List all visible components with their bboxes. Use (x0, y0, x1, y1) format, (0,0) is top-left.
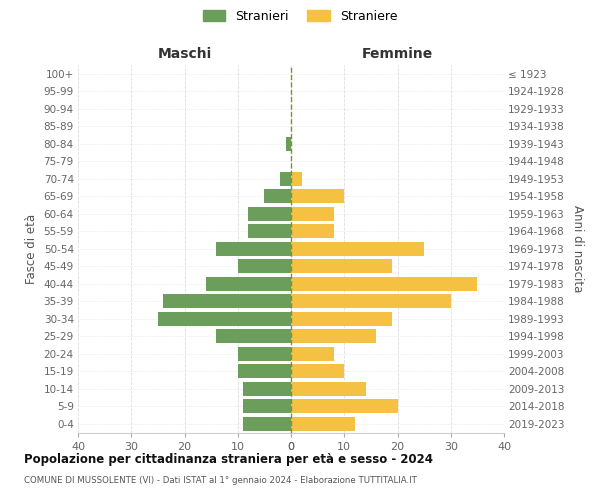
Bar (163, 294, 291, 308)
Y-axis label: Fasce di età: Fasce di età (25, 214, 38, 284)
Bar (243, 400, 291, 413)
Bar (238, 260, 291, 273)
Bar (291, 224, 334, 238)
Bar (291, 330, 376, 343)
Legend: Stranieri, Straniere: Stranieri, Straniere (199, 6, 401, 26)
Bar (291, 242, 424, 256)
Y-axis label: Anni di nascita: Anni di nascita (571, 205, 584, 292)
Bar (291, 400, 398, 413)
Bar (291, 347, 334, 360)
Bar (243, 417, 291, 430)
Bar (217, 242, 291, 256)
Bar (291, 260, 392, 273)
Bar (248, 207, 291, 220)
Bar (265, 190, 291, 203)
Bar (291, 190, 344, 203)
Bar (206, 277, 291, 290)
Bar (291, 207, 334, 220)
Text: Popolazione per cittadinanza straniera per età e sesso - 2024: Popolazione per cittadinanza straniera p… (24, 452, 433, 466)
Bar (291, 312, 392, 326)
Bar (291, 364, 344, 378)
Title: Maschi: Maschi (157, 47, 212, 61)
Text: COMUNE DI MUSSOLENTE (VI) - Dati ISTAT al 1° gennaio 2024 - Elaborazione TUTTITA: COMUNE DI MUSSOLENTE (VI) - Dati ISTAT a… (24, 476, 417, 485)
Bar (286, 137, 291, 150)
Bar (291, 417, 355, 430)
Title: Femmine: Femmine (362, 47, 433, 61)
Bar (291, 294, 451, 308)
Bar (280, 172, 291, 186)
Bar (158, 312, 291, 326)
Bar (291, 277, 478, 290)
Bar (248, 224, 291, 238)
Bar (291, 172, 302, 186)
Bar (291, 382, 365, 396)
Bar (217, 330, 291, 343)
Bar (243, 382, 291, 396)
Bar (238, 364, 291, 378)
Bar (238, 347, 291, 360)
